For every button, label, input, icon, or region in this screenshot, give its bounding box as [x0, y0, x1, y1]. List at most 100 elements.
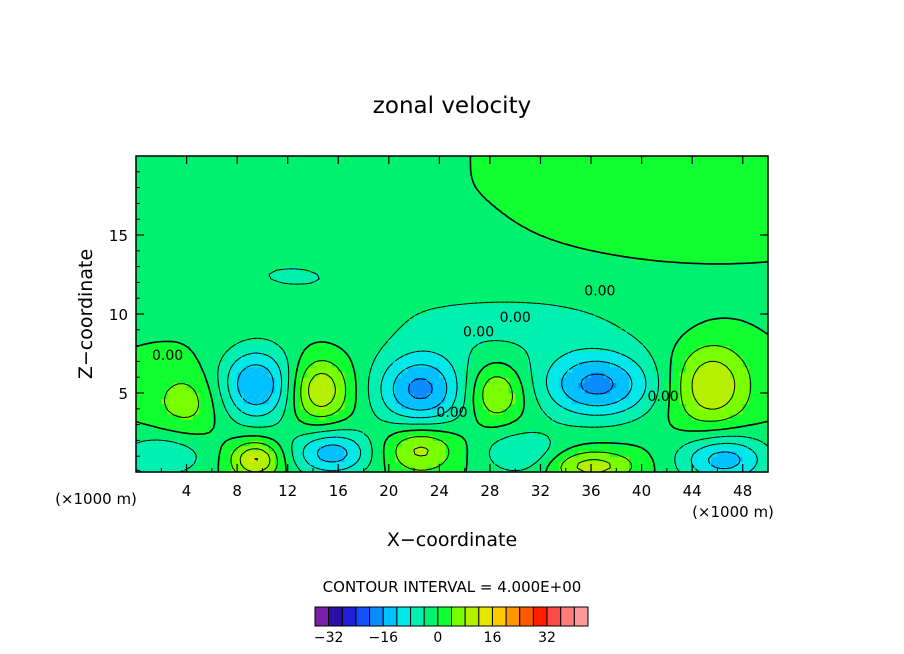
heatmap-cell: [508, 456, 516, 463]
heatmap-cell: [268, 398, 276, 405]
heatmap-cell: [186, 298, 194, 305]
heatmap-cell: [742, 424, 750, 431]
heatmap-cell: [331, 329, 339, 336]
heatmap-cell: [749, 377, 756, 384]
heatmap-cell: [496, 319, 504, 326]
heatmap-cell: [414, 350, 421, 357]
heatmap-cell: [275, 429, 282, 436]
heatmap-cell: [628, 266, 636, 273]
heatmap-cell: [540, 456, 548, 463]
heatmap-cell: [154, 235, 162, 241]
heatmap-cell: [717, 245, 725, 252]
heatmap-cell: [376, 277, 384, 283]
heatmap-cell: [154, 329, 162, 336]
heatmap-cell: [730, 292, 737, 299]
heatmap-cell: [199, 408, 207, 415]
heatmap-cell: [180, 440, 188, 447]
heatmap-cell: [464, 466, 472, 472]
heatmap-cell: [508, 466, 516, 472]
heatmap-cell: [136, 435, 143, 441]
heatmap-cell: [730, 314, 737, 320]
heatmap-cell: [218, 292, 226, 299]
heatmap-cell: [553, 435, 561, 441]
heatmap-cell: [584, 429, 592, 436]
heatmap-cell: [148, 371, 156, 378]
heatmap-cell: [483, 213, 491, 220]
heatmap-cell: [654, 450, 662, 457]
heatmap-cell: [502, 414, 510, 420]
heatmap-cell: [388, 361, 396, 368]
heatmap-cell: [452, 361, 459, 368]
heatmap-cell: [439, 356, 447, 362]
heatmap-cell: [369, 229, 377, 236]
heatmap-cell: [281, 261, 289, 268]
heatmap-cell: [635, 314, 643, 320]
heatmap-cell: [711, 429, 719, 436]
heatmap-cell: [433, 382, 440, 389]
heatmap-cell: [591, 366, 598, 373]
heatmap-cell: [142, 298, 150, 305]
heatmap-cell: [243, 424, 251, 431]
heatmap-cell: [243, 245, 251, 252]
heatmap-cell: [230, 450, 238, 457]
heatmap-cell: [717, 445, 725, 452]
heatmap-cell: [534, 414, 542, 420]
heatmap-cell: [673, 303, 681, 310]
heatmap-cell: [736, 429, 744, 436]
heatmap-cell: [553, 224, 561, 231]
heatmap-cell: [502, 393, 510, 399]
heatmap-cell: [692, 240, 700, 247]
heatmap-cell: [275, 245, 282, 252]
heatmap-cell: [420, 382, 428, 389]
heatmap-cell: [262, 408, 270, 415]
heatmap-cell: [477, 403, 485, 410]
heatmap-cell: [591, 277, 598, 283]
heatmap-cell: [306, 240, 314, 247]
heatmap-cell: [287, 403, 295, 410]
heatmap-cell: [553, 387, 561, 394]
heatmap-cell: [369, 287, 377, 294]
heatmap-cell: [597, 213, 605, 220]
heatmap-cell: [192, 271, 200, 278]
heatmap-cell: [749, 240, 756, 247]
heatmap-cell: [199, 419, 207, 426]
heatmap-cell: [483, 219, 491, 226]
heatmap-cell: [654, 350, 662, 357]
heatmap-cell: [616, 398, 624, 405]
heatmap-cell: [622, 466, 630, 472]
heatmap-cell: [154, 435, 162, 441]
heatmap-cell: [218, 440, 226, 447]
heatmap-cell: [439, 366, 447, 373]
heatmap-cell: [154, 213, 162, 220]
heatmap-cell: [723, 382, 731, 389]
heatmap-cell: [445, 329, 453, 336]
heatmap-cell: [161, 240, 169, 247]
heatmap-cell: [736, 219, 744, 226]
heatmap-cell: [635, 266, 643, 273]
heatmap-cell: [730, 219, 737, 226]
heatmap-cell: [578, 208, 586, 215]
heatmap-cell: [281, 435, 289, 441]
heatmap-cell: [357, 282, 365, 289]
heatmap-cell: [452, 250, 459, 257]
heatmap-cell: [186, 429, 194, 436]
heatmap-cell: [546, 377, 554, 384]
heatmap-cell: [749, 319, 756, 326]
heatmap-cell: [717, 292, 725, 299]
heatmap-cell: [445, 292, 453, 299]
heatmap-cell: [578, 440, 586, 447]
heatmap-cell: [243, 345, 251, 352]
heatmap-cell: [445, 435, 453, 441]
heatmap-cell: [262, 292, 270, 299]
heatmap-cell: [142, 371, 150, 378]
heatmap-cell: [237, 466, 245, 472]
heatmap-cell: [395, 387, 403, 394]
heatmap-cell: [439, 377, 447, 384]
heatmap-cell: [717, 393, 725, 399]
heatmap-cell: [698, 245, 706, 252]
heatmap-cell: [148, 461, 156, 468]
heatmap-cell: [679, 208, 687, 215]
heatmap-cell: [338, 429, 346, 436]
heatmap-cell: [275, 340, 282, 347]
heatmap-cell: [647, 398, 655, 405]
